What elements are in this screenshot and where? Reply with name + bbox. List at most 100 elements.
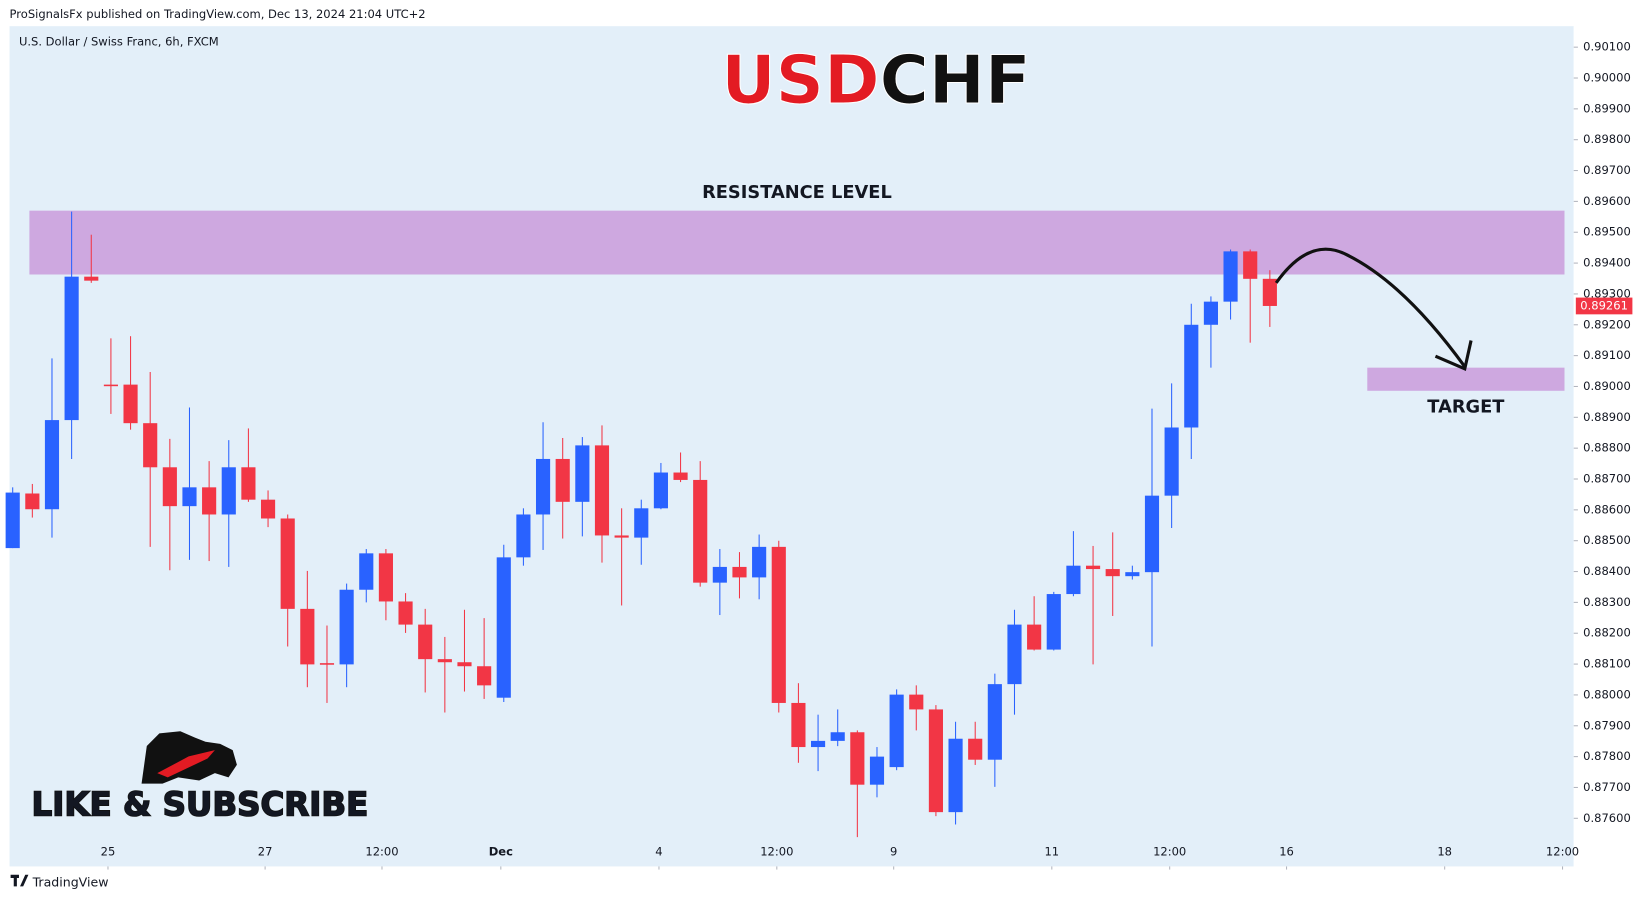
x-tick-label: 9 <box>890 844 897 858</box>
y-tick-label: 0.87700 <box>1583 780 1631 794</box>
arrow <box>1274 247 1467 368</box>
x-tick-label: 11 <box>1044 844 1059 858</box>
candle-body <box>143 423 158 468</box>
y-tick-label: 0.89900 <box>1583 101 1631 115</box>
candle-body <box>1262 278 1277 306</box>
symbol: U.S. Dollar / Swiss Franc, 6h, FXCM <box>19 34 219 48</box>
zone <box>1367 367 1565 391</box>
candle-body <box>457 662 472 667</box>
candle-body <box>25 493 40 510</box>
candle-body <box>987 684 1002 760</box>
candle-body <box>869 756 885 785</box>
candle-body <box>614 535 629 538</box>
y-tick-label: 0.89300 <box>1583 286 1631 300</box>
candle-body <box>477 666 492 686</box>
candle-body <box>594 445 610 536</box>
x-tick-label: 12:00 <box>1546 844 1579 858</box>
y-tick-label: 0.88200 <box>1583 626 1631 640</box>
candle-body <box>398 601 413 625</box>
candle-body <box>1184 324 1199 428</box>
logo-stripe <box>157 750 215 778</box>
zone <box>29 210 1565 275</box>
candle-body <box>909 694 924 710</box>
y-tick-label: 0.88500 <box>1583 533 1631 547</box>
y-tick-label: 0.87800 <box>1583 749 1631 763</box>
x-tick-label: 16 <box>1279 844 1294 858</box>
zone-label: RESISTANCE LEVEL <box>702 182 892 203</box>
candle-body <box>202 487 217 515</box>
candle-body <box>575 445 590 502</box>
candle-body <box>712 566 727 583</box>
y-tick-label: 0.88600 <box>1583 502 1631 516</box>
candle-body <box>1046 594 1061 650</box>
y-tick-label: 0.88900 <box>1583 410 1631 424</box>
candle-body <box>496 557 511 698</box>
candle-body <box>300 608 315 665</box>
marks: RESISTANCE LEVEL TARGET 0.87600 0.87700 0.87… <box>5 40 1633 870</box>
candle-body <box>5 492 20 549</box>
candle-body <box>123 384 138 424</box>
x-tick-label: 12:00 <box>760 844 793 858</box>
candle-body <box>1007 624 1022 685</box>
candle-body <box>653 472 668 509</box>
arrow-head <box>1434 340 1473 371</box>
badge: LIKE & SUBSCRIBE <box>32 786 369 824</box>
candle-body <box>1105 569 1120 577</box>
candle-body <box>162 467 177 507</box>
candle-body <box>1223 251 1238 302</box>
title-part: CHF <box>880 40 1031 118</box>
candle-body <box>182 487 197 507</box>
y-tick-label: 0.88800 <box>1583 441 1631 455</box>
badge-logo <box>141 731 237 784</box>
candle-body <box>555 458 570 502</box>
candle-body <box>1164 427 1179 496</box>
candle-body <box>418 624 433 660</box>
y-tick-label: 0.89500 <box>1583 225 1631 239</box>
y-tick-label: 0.89100 <box>1583 348 1631 362</box>
y-tick-label: 0.90000 <box>1583 71 1631 85</box>
y-tick-label: 0.90100 <box>1583 40 1631 54</box>
candle-body <box>1066 565 1081 595</box>
header: ProSignalsFx published on TradingView.co… <box>10 7 426 21</box>
candle-body <box>968 738 983 760</box>
candle-body <box>535 458 551 515</box>
candle-body <box>221 467 236 515</box>
title-part: USD <box>721 40 879 118</box>
tv-logo <box>10 874 29 887</box>
candle-body <box>1243 251 1258 279</box>
candle-body <box>693 479 708 583</box>
x-tick-label: 12:00 <box>1153 844 1186 858</box>
candle-body <box>771 546 786 703</box>
y-tick-label: 0.89000 <box>1583 379 1631 393</box>
candle-body <box>339 589 354 665</box>
price-axis <box>1573 26 1635 867</box>
candle-body <box>1027 624 1042 650</box>
candle-body <box>1085 565 1101 570</box>
candle-body <box>634 508 649 538</box>
y-tick-label: 0.89600 <box>1583 194 1631 208</box>
y-tick-label: 0.88300 <box>1583 595 1631 609</box>
candle-body <box>44 420 60 510</box>
candle-body <box>103 384 118 387</box>
y-tick-label: 0.87600 <box>1583 811 1631 825</box>
candle-body <box>359 553 374 590</box>
zone-label: TARGET <box>1427 397 1505 418</box>
x-tick-label: 18 <box>1437 844 1452 858</box>
x-tick-label: 27 <box>258 844 273 858</box>
candle-body <box>752 546 767 578</box>
candle-body <box>810 740 826 748</box>
candle-body <box>241 467 256 500</box>
candle-body <box>319 663 335 665</box>
candle-body <box>84 276 99 281</box>
y-tick-label: 0.89400 <box>1583 256 1631 270</box>
candle-body <box>64 276 79 421</box>
x-tick-label: Dec <box>489 844 513 858</box>
last-price-box <box>1575 297 1633 315</box>
candle-body <box>437 659 452 663</box>
candle-body <box>1125 572 1140 577</box>
y-tick-label: 0.88700 <box>1583 472 1631 486</box>
candle-body <box>850 732 865 785</box>
candle-body <box>378 553 393 602</box>
